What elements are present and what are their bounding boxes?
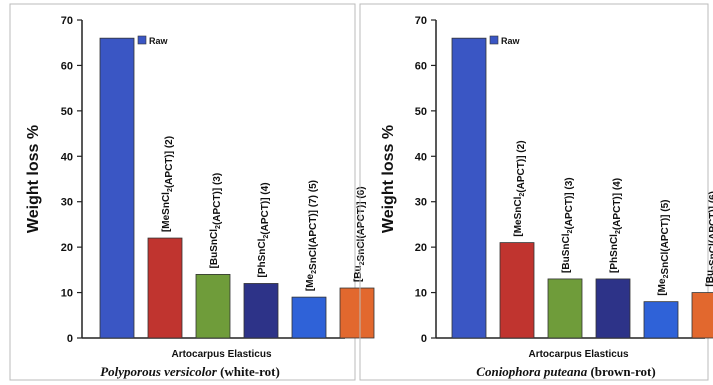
- bar-label-4: [PhSnCl2(APCT)] (4): [257, 182, 271, 277]
- bar-6: [691, 292, 713, 339]
- bar-label-5: [Me2SnCl(APCT)] (7) (5): [305, 180, 319, 291]
- legend-swatch: [489, 35, 499, 45]
- bar-4: [595, 278, 631, 339]
- bar-3: [195, 273, 231, 339]
- bar-label-6: [Bu2SnCl(APCT)] (6): [353, 186, 367, 282]
- panel-border: [359, 3, 709, 381]
- y-tick-label: 0: [421, 333, 427, 345]
- legend-swatch: [137, 35, 147, 45]
- y-axis-label: Weight loss %: [25, 125, 42, 233]
- y-tick-label: 40: [61, 151, 73, 163]
- y-tick-label: 20: [61, 242, 73, 254]
- bar-5: [291, 296, 327, 339]
- chart-panel-1: 0 10 20 30 40 50 60 70 Weight loss % [MeSnCl2(APC…: [9, 3, 375, 381]
- y-tick-label: 10: [415, 288, 427, 300]
- bar-label-5: [Me2SnCl(APCT)] (5): [657, 200, 671, 296]
- y-tick-label: 30: [61, 197, 73, 209]
- y-tick-label: 60: [61, 60, 73, 72]
- panel-caption: Coniophora puteana (brown-rot): [476, 364, 655, 379]
- legend-label: Raw: [149, 36, 169, 46]
- y-tick-label: 30: [415, 197, 427, 209]
- panel-caption: Polyporous versicolor (white-rot): [100, 364, 280, 379]
- bar-5: [643, 301, 679, 339]
- bar-label-2: [MeSnCl2(APCT)] (2): [513, 140, 527, 236]
- bar-3: [547, 278, 583, 339]
- panel-border: [9, 3, 356, 381]
- bar-2: [499, 242, 535, 339]
- bar-2: [147, 237, 183, 339]
- bar-1: [99, 37, 135, 339]
- y-tick-label: 10: [61, 288, 73, 300]
- y-tick-label: 70: [61, 15, 73, 27]
- bar-label-3: [BuSnCl2(APCT)] (3): [209, 173, 223, 269]
- y-tick-label: 20: [415, 242, 427, 254]
- bar-6: [339, 287, 375, 339]
- bar-label-3: [BuSnCl2(APCT)] (3): [561, 177, 575, 273]
- y-tick-label: 50: [415, 106, 427, 118]
- x-axis-label: Artocarpus Elasticus: [171, 349, 271, 360]
- y-tick-label: 50: [61, 106, 73, 118]
- legend-label: Raw: [501, 36, 521, 46]
- bar-1: [451, 37, 487, 339]
- y-tick-label: 40: [415, 151, 427, 163]
- bar-label-4: [PhSnCl2(APCT)] (4): [609, 178, 623, 273]
- bar-label-2: [MeSnCl2(APCT)] (2): [161, 136, 175, 232]
- y-axis-label: Weight loss %: [380, 125, 397, 233]
- y-tick-label: 70: [415, 15, 427, 27]
- y-tick-label: 60: [415, 60, 427, 72]
- y-tick-label: 0: [67, 333, 73, 345]
- chart-panel-2: 0 10 20 30 40 50 60 70 Weight loss % [MeSnCl2(APC…: [359, 3, 713, 381]
- bar-4: [243, 283, 279, 339]
- x-axis-label: Artocarpus Elasticus: [528, 349, 628, 360]
- bar-label-6: [Bu2SnCl(APCT)] (6): [705, 191, 713, 287]
